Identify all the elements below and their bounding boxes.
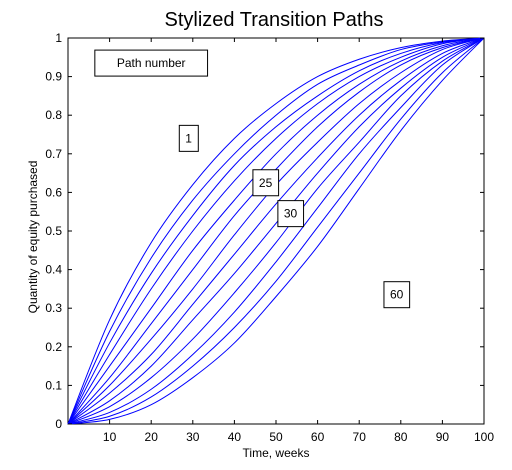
annotation-frame	[277, 200, 305, 228]
x-tick-label: 50	[269, 430, 283, 444]
series-line-8	[67, 37, 485, 425]
x-tick-label: 70	[353, 430, 367, 444]
y-tick-label: 0.2	[45, 340, 62, 354]
series-line-4	[67, 37, 485, 425]
annotation-box: 25	[252, 169, 280, 197]
y-tick-label: 0.3	[45, 301, 62, 315]
chart-title: Stylized Transition Paths	[165, 9, 384, 31]
y-tick-label: 0.4	[45, 263, 62, 277]
series-line-2	[67, 37, 485, 425]
annotation-frame	[252, 169, 280, 197]
series-line-5	[67, 37, 485, 425]
x-tick-label: 60	[311, 430, 325, 444]
series-line-3	[67, 37, 485, 425]
y-tick-label: 0.5	[45, 224, 62, 238]
annotation-label: 30	[284, 207, 298, 221]
series-line-6	[67, 37, 485, 425]
annotation-box: Path number	[94, 49, 209, 77]
y-axis-ticks: 0 0.1 0.2 0.3 0.4 0.5 0.6 0.7 0.8 0.9 1	[45, 31, 484, 431]
x-tick-label: 80	[394, 430, 408, 444]
annotation-box: 30	[277, 200, 305, 228]
series-line-9	[67, 37, 485, 425]
annotation-label: 60	[390, 288, 404, 302]
annotation-frame	[94, 49, 209, 77]
x-tick-label: 20	[145, 430, 159, 444]
series-line-13	[67, 37, 485, 425]
y-tick-label: 0.1	[45, 378, 62, 392]
x-tick-label: 10	[103, 430, 117, 444]
annotation-frame	[383, 281, 411, 309]
y-tick-label: 0	[55, 417, 62, 431]
x-tick-label: 30	[186, 430, 200, 444]
series-line-11	[67, 37, 485, 425]
annotations-layer: Path number 1 25 30 60	[94, 49, 411, 309]
annotation-label: Path number	[117, 56, 186, 70]
x-axis-ticks: 10 20 30 40 50 60 70 80 90 100	[103, 38, 494, 444]
x-axis-label: Time, weeks	[243, 446, 310, 460]
series-line-10	[67, 37, 485, 425]
y-tick-label: 1	[55, 31, 62, 45]
annotation-frame	[178, 124, 199, 152]
plot-area-frame	[67, 37, 485, 425]
y-tick-label: 0.7	[45, 147, 62, 161]
x-tick-label: 40	[228, 430, 242, 444]
annotation-label: 25	[259, 176, 273, 190]
series-line-12	[67, 37, 485, 425]
series-line-7	[67, 37, 485, 425]
x-tick-label: 90	[436, 430, 450, 444]
y-tick-label: 0.9	[45, 70, 62, 84]
y-tick-label: 0.6	[45, 185, 62, 199]
x-tick-label: 100	[474, 430, 494, 444]
y-axis-label: Quantity of equity purchased	[26, 161, 40, 314]
y-tick-label: 0.8	[45, 108, 62, 122]
annotation-box: 60	[383, 281, 411, 309]
annotation-label: 1	[185, 131, 192, 145]
series-line-1	[67, 37, 485, 425]
annotation-box: 1	[178, 124, 199, 152]
series-layer	[67, 37, 485, 425]
